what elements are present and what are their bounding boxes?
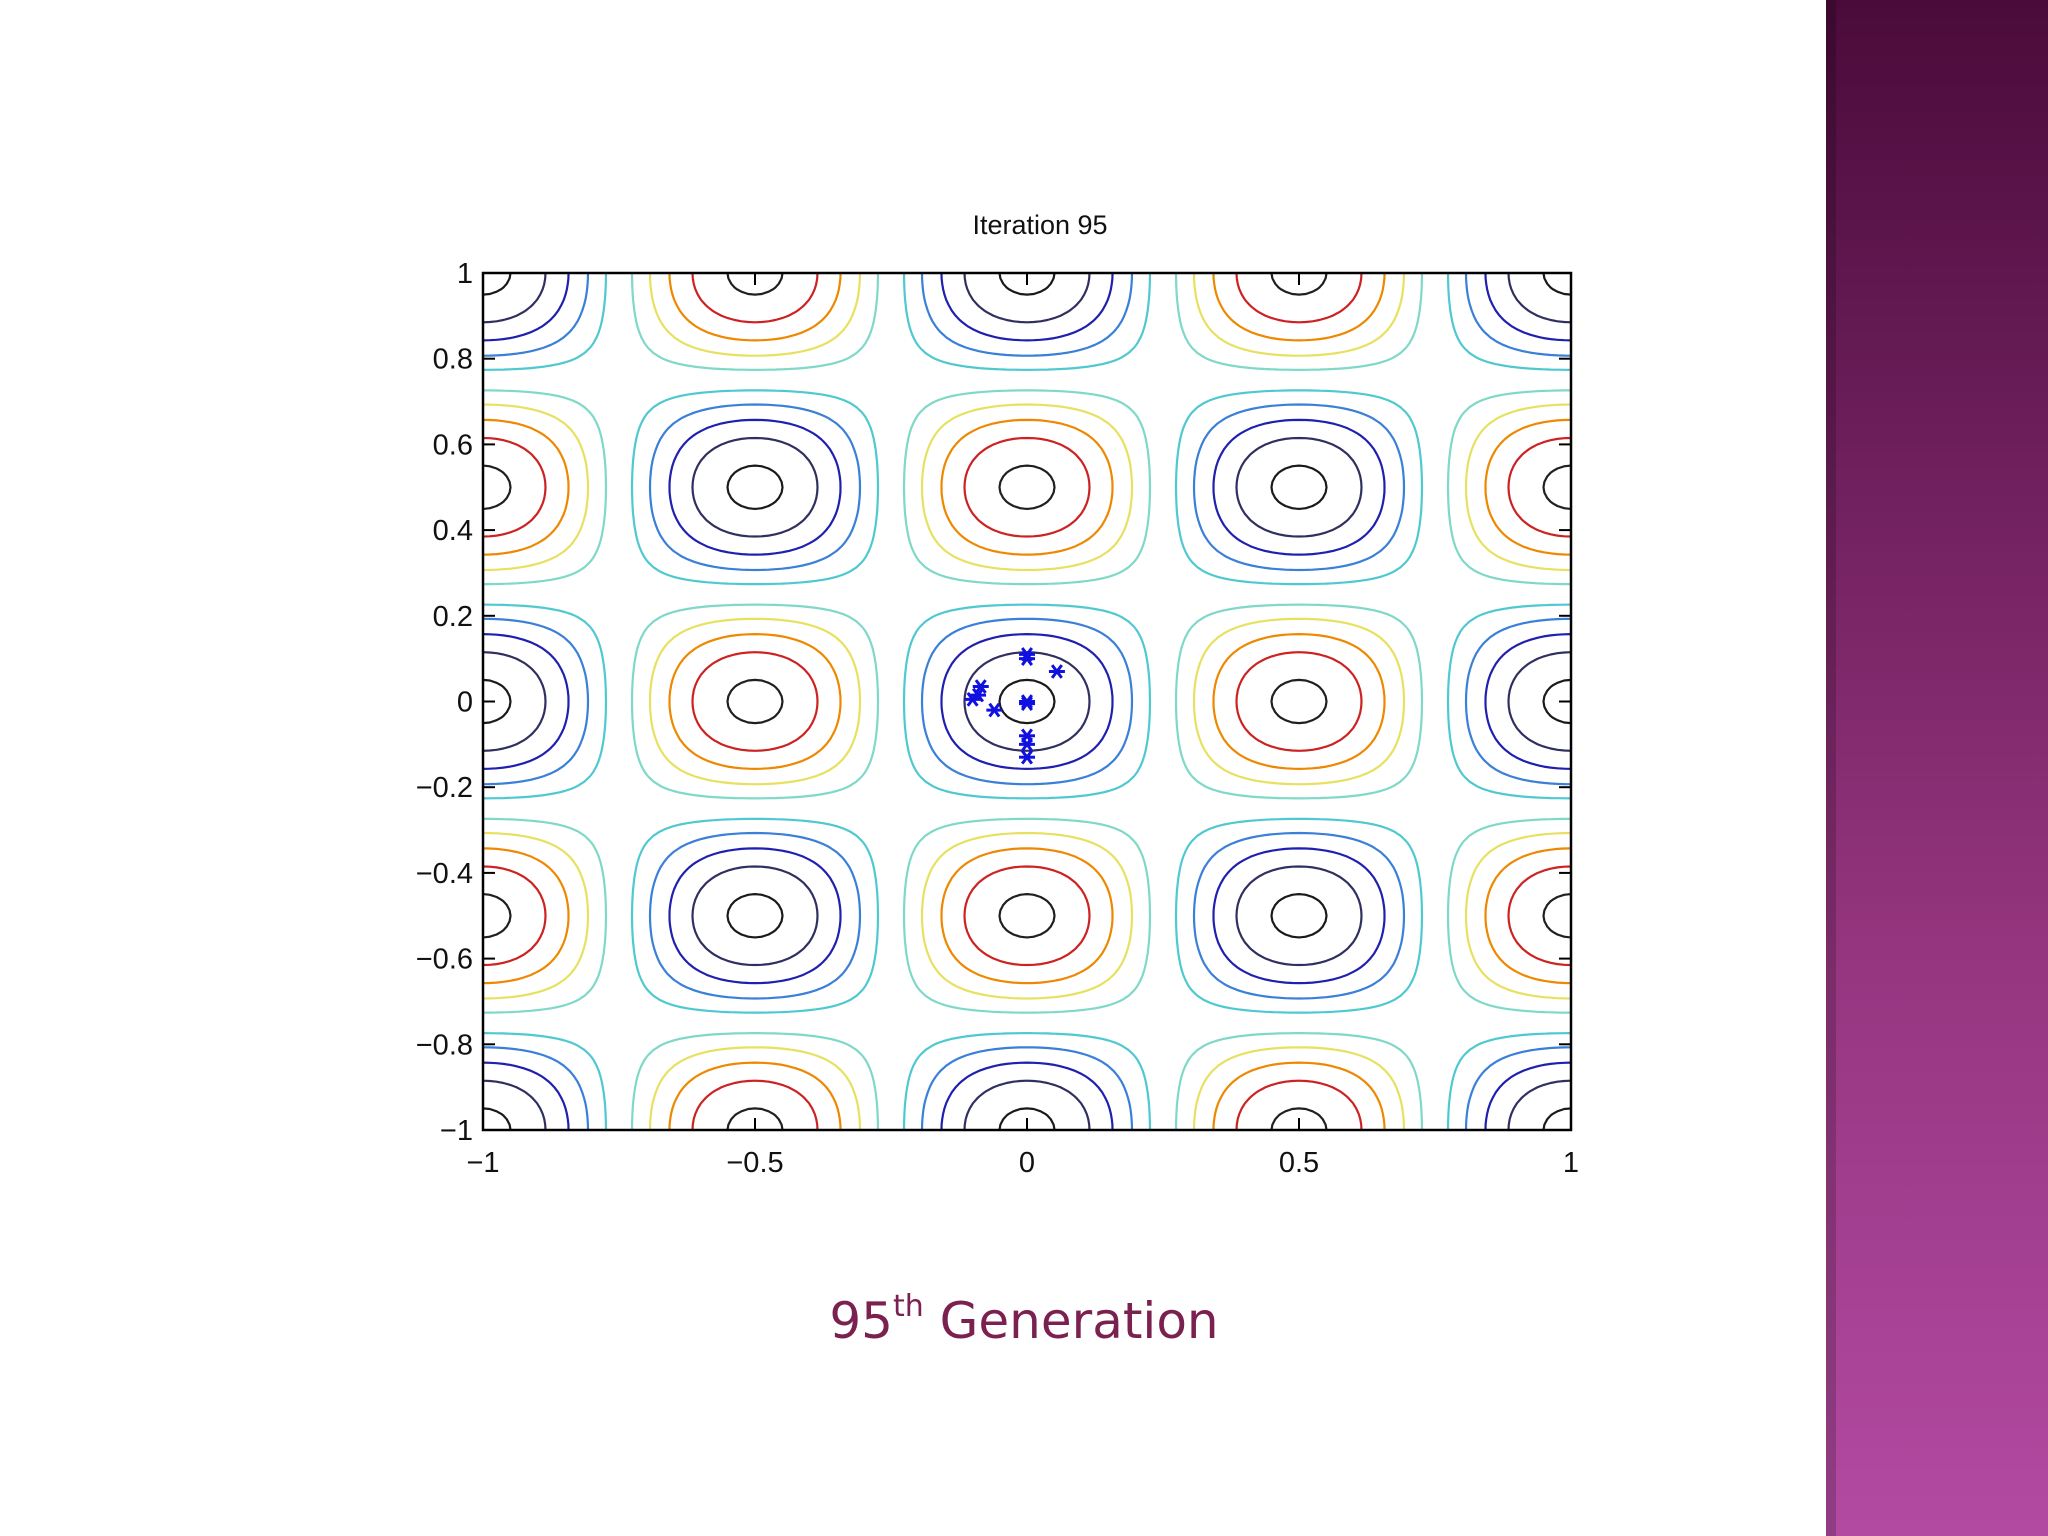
y-tick-label: 0.2 xyxy=(433,601,473,633)
contour-level-2 xyxy=(483,273,1571,1130)
contour-level-3 xyxy=(483,273,1571,1130)
chart-title: Iteration 95 xyxy=(972,210,1107,240)
y-tick-label: −1 xyxy=(440,1115,473,1147)
contour-level-5 xyxy=(483,273,1571,1130)
x-tick-label: 0.5 xyxy=(1279,1147,1319,1179)
y-tick-label: 0.4 xyxy=(433,515,473,547)
axes: −1 −0.5 0 0.5 1 1 0.8 0.6 0.4 0.2 0 −0.2 −0.4 −0.6 −0.… xyxy=(416,258,1579,1179)
y-tick-label: −0.4 xyxy=(416,858,473,890)
population-point xyxy=(972,679,989,694)
y-tick-label: 0 xyxy=(457,687,473,719)
y-tick-label: 0.6 xyxy=(433,429,473,461)
population-point xyxy=(964,692,981,707)
contour-level-1 xyxy=(483,273,1571,1130)
caption-number: 95 xyxy=(829,1292,893,1350)
y-tick-label: −0.8 xyxy=(416,1029,473,1061)
population-point xyxy=(986,702,1003,718)
population-point xyxy=(1048,664,1065,679)
population-point xyxy=(1019,728,1035,744)
x-tick-label: 1 xyxy=(1563,1147,1579,1179)
contour-level-4 xyxy=(483,273,1571,1130)
contour-chart: Iteration 95 −1 −0.5 0 0.5 1 1 0.8 0.6 0.4 0.2 0 −0… xyxy=(416,210,1579,1179)
contour-level-6 xyxy=(483,273,1571,1130)
population-point xyxy=(1019,696,1035,711)
population-point xyxy=(1019,651,1035,666)
contour-level-7 xyxy=(483,273,1571,1130)
slide-caption: 95th Generation xyxy=(0,1292,2048,1350)
population-point xyxy=(1019,737,1035,752)
y-tick-label: −0.6 xyxy=(416,944,473,976)
x-tick-label: 0 xyxy=(1019,1147,1035,1179)
y-tick-label: −0.2 xyxy=(416,772,473,804)
x-tick-label: −1 xyxy=(466,1147,499,1179)
contour-lines xyxy=(483,273,1571,1130)
population-point xyxy=(1019,749,1035,765)
side-bar-edge xyxy=(1826,0,1836,1536)
y-tick-label: 0.8 xyxy=(433,344,473,376)
y-tick-label: 1 xyxy=(457,258,473,290)
x-tick-label: −0.5 xyxy=(726,1147,783,1179)
plot-area xyxy=(483,273,1571,1130)
caption-ordinal-suffix: th xyxy=(893,1289,924,1325)
contour-level-8 xyxy=(483,273,1571,1130)
caption-text: Generation xyxy=(923,1292,1219,1350)
decorative-side-bar xyxy=(1826,0,2048,1536)
